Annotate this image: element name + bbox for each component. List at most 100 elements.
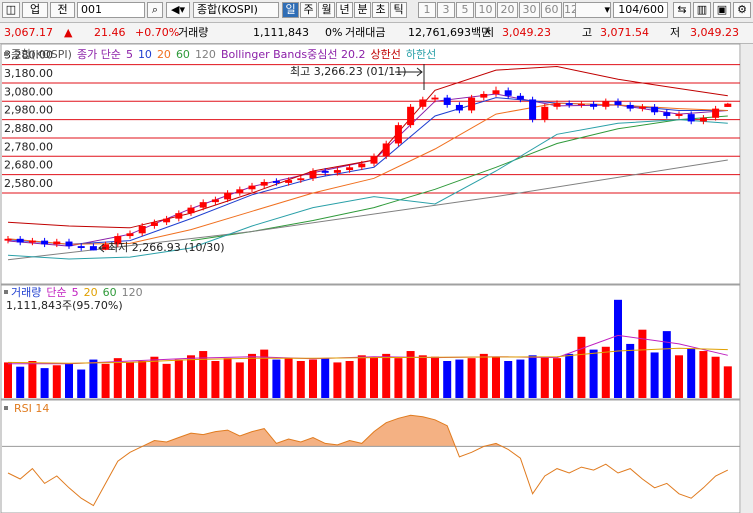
volume-bar [650,352,659,398]
y-tick-label: 3,280.00 [4,49,53,62]
candle-body [358,163,366,168]
volume-bar [614,299,622,398]
sound-button[interactable]: ◀▾ [166,2,190,18]
period-button[interactable]: 주 [300,2,317,18]
candle-body [187,207,195,214]
candle-body [565,103,573,105]
candle-body [370,156,378,164]
candle-body [224,192,232,200]
volume-bar [455,359,464,398]
volume-bar [211,361,220,398]
volume-bar [675,355,683,398]
candle-body [407,106,415,126]
period-button[interactable]: 일 [282,2,299,18]
ma-line [7,97,728,245]
volume-bar [711,356,720,398]
candle-body [419,99,427,107]
legend-item: 20 [157,48,171,61]
menu-icon[interactable]: ◫ [2,2,20,18]
period-button[interactable]: 분 [354,2,371,18]
interval-button[interactable]: 1 [418,2,436,18]
interval-button[interactable]: 3 [437,2,455,18]
tool-icon[interactable]: ▥ [693,2,711,18]
volume-bar [565,353,574,398]
y-tick-label: 2,680.00 [4,159,53,172]
volume-bar [601,346,610,398]
legend-marker [4,406,8,410]
volume-bar [479,353,488,398]
candle-body [114,236,122,245]
legend-item: 20 [84,286,98,299]
legend-title: 거래량 [11,286,41,299]
candle-body [41,240,49,245]
candle-body [516,95,524,100]
candle-body [211,199,219,203]
volume-bar [223,358,232,398]
market-select[interactable]: 업 [22,2,48,18]
candle-body [492,90,500,94]
period-button[interactable]: 틱 [390,2,407,18]
volume: 1,111,843 [253,26,309,39]
period-button[interactable]: 초 [372,2,389,18]
candle-body [4,238,12,241]
volume-bar [504,361,513,398]
legend-item: 120 [195,48,216,61]
interval-dropdown[interactable]: ▾ [575,2,611,18]
volume-bar [235,362,244,398]
candle-body [297,178,305,181]
candle-body [285,180,293,183]
volume-bar [272,359,281,398]
search-button[interactable]: ⌕ [147,2,163,18]
legend-item: 상한선 [370,48,400,61]
volume-info: 1,111,843주(95.70%) [6,299,123,312]
interval-button[interactable]: 5 [456,2,474,18]
volume-bar [89,359,98,398]
legend-marker [4,290,8,294]
candle-body [614,101,622,105]
candle-body [712,108,720,118]
legend-item: 120 [122,286,143,299]
volume-bar [162,363,171,398]
volume-bar [723,366,732,398]
volume-ma-line [7,347,728,364]
volume-bar [248,353,256,398]
legend-label: Bollinger Bands중심선 20.2 [221,48,366,61]
volume-bar [699,351,708,398]
prev-select[interactable]: 전 [50,2,75,18]
rsi-overbought-fill [8,415,728,447]
volume-bar [638,329,647,398]
candle-body [431,97,439,100]
interval-button[interactable]: 30 [519,2,540,18]
interval-button[interactable]: 60 [541,2,562,18]
annotation: 최저 2,266.93 (10/30) [108,241,225,254]
volume-bar [101,363,110,398]
annotation: 최고 3,266.23 (01/11) [290,65,407,78]
candle-body [248,185,256,190]
candle-body [102,244,110,250]
volume-bar [16,366,25,398]
candle-body [138,225,146,234]
candle-body [199,202,207,208]
candle-body [89,246,97,251]
legend-item: 5 [126,48,133,61]
tool-icon[interactable]: ▣ [713,2,731,18]
volume-bar [126,362,134,398]
legend-item: 하한선 [406,47,436,61]
tool-icon[interactable]: ⚙ [733,2,751,18]
count-box[interactable]: 104/600 [613,2,668,18]
period-button[interactable]: 년 [336,2,353,18]
period-button[interactable]: 월 [318,2,335,18]
candle-body [455,104,463,111]
interval-button[interactable]: 20 [497,2,518,18]
low: 3,049.23 [690,26,739,39]
ma-line [7,65,728,229]
ma-line [7,93,728,247]
volume-bar [284,358,293,398]
rsi-panel [0,399,741,513]
code-input[interactable]: 001 [77,2,145,18]
interval-button[interactable]: 10 [475,2,496,18]
candle-body [309,170,317,179]
tool-icon[interactable]: ⇆ [673,2,691,18]
